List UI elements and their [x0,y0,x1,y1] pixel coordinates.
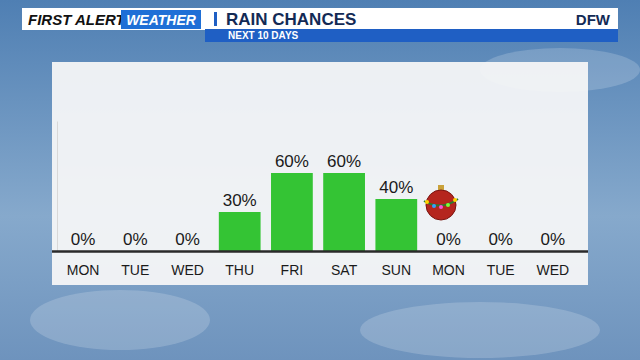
bar [219,212,261,251]
x-tick: MON [67,251,100,278]
cloud [360,302,600,358]
header-bar [22,8,618,30]
ornament-light [453,198,457,202]
x-tick-label: SUN [382,262,412,278]
x-axis: MON TUE WED THU FRI SAT SUN MON TUE WED [52,251,588,278]
data-label: 40% [379,178,413,197]
x-tick-label: SAT [331,262,358,278]
ornament [424,185,458,220]
ornament-light [446,203,450,207]
x-tick-label: MON [67,262,100,278]
x-tick-label: TUE [121,262,149,278]
baseline [52,250,588,253]
x-tick: THU [225,251,254,278]
title-icon [214,12,217,26]
data-label: 0% [488,230,513,249]
brand-text: WEATHER [126,12,197,28]
data-label: 0% [123,230,148,249]
y-axis [57,122,58,252]
x-tick: FRI [281,251,304,278]
brand-box [121,10,201,29]
x-tick-label: MON [432,262,465,278]
data-label: 0% [175,230,200,249]
ornament-light [439,205,443,209]
location-label: DFW [576,11,611,28]
data-label: 0% [71,230,96,249]
y-axis-line [57,122,58,252]
data-label: 60% [327,152,361,171]
chart: FIRST ALERTWEATHER RAIN CHANCES DFW NEXT 10… [0,0,640,360]
bars [219,173,417,251]
x-tick-label: TUE [487,262,515,278]
x-tick: SUN [382,251,412,278]
bar [271,173,313,251]
bar [323,173,365,251]
bar [375,199,417,251]
title: RAIN CHANCES [226,10,356,29]
data-label: 60% [275,152,309,171]
ornament-light [432,204,436,208]
ornament-garland [424,199,458,206]
x-tick: TUE [487,251,515,278]
data-label: 30% [223,191,257,210]
ornament-cap [438,185,444,190]
x-tick: SAT [331,251,358,278]
x-tick-label: THU [225,262,254,278]
data-label: 0% [541,230,566,249]
x-tick: WED [537,251,570,278]
x-tick: MON [432,251,465,278]
background [0,0,640,360]
x-tick: TUE [121,251,149,278]
x-tick-label: FRI [281,262,304,278]
x-tick-label: WED [171,262,204,278]
cloud [30,290,210,350]
ornament-light [425,200,429,204]
data-labels: 0% 0% 0% 30% 60% 60% 40% 0% 0% 0% [71,152,565,249]
x-tick: WED [171,251,204,278]
panel [52,62,588,285]
data-label: 0% [436,230,461,249]
subtitle-bar [205,29,618,42]
x-tick-label: WED [537,262,570,278]
brand-text: FIRST ALERT [28,11,127,28]
subtitle: NEXT 10 DAYS [228,30,299,41]
